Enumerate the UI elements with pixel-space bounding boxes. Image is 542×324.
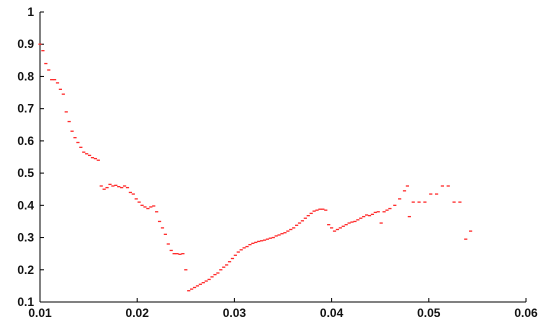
x-tick-label: 0.01 — [28, 306, 52, 320]
axes: 0.01 0.02 0.03 0.04 0.05 0.06 0.1 0.2 0.3 0.4 0.5 0… — [17, 5, 538, 320]
y-tick-label: 0.7 — [17, 102, 34, 116]
y-tick-label: 0.3 — [17, 231, 34, 245]
y-tick-label: 0.1 — [17, 295, 34, 309]
y-tick-label: 0.6 — [17, 134, 34, 148]
y-tick-label: 0.8 — [17, 69, 34, 83]
y-tick-label: 1 — [27, 5, 34, 19]
x-tick-label: 0.06 — [514, 306, 538, 320]
y-tick-label: 0.9 — [17, 37, 34, 51]
y-tick-label: 0.5 — [17, 166, 34, 180]
data-points — [38, 43, 473, 292]
x-tick-label: 0.05 — [417, 306, 441, 320]
x-tick-label: 0.04 — [320, 306, 344, 320]
x-tick-label: 0.03 — [223, 306, 247, 320]
x-tick-label: 0.02 — [126, 306, 150, 320]
y-tick-label: 0.4 — [17, 198, 34, 212]
y-tick-label: 0.2 — [17, 263, 34, 277]
